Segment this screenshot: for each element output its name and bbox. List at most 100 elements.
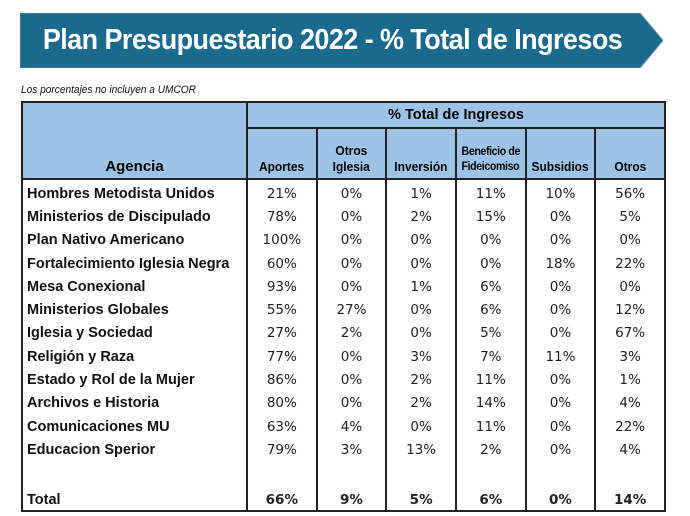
cell-otros: 22%	[615, 418, 646, 435]
cell-otros-iglesia: 0%	[316, 391, 388, 415]
column-header-otros: Otros	[595, 128, 665, 180]
cell-subsidios: 0%	[525, 391, 597, 415]
cell-inversion: 0%	[386, 414, 457, 439]
cell-otros: 1%	[619, 372, 641, 389]
cell-aportes: 27%	[247, 321, 318, 346]
cell-otros-iglesia: 9%	[316, 481, 388, 511]
empty-cell	[316, 461, 388, 482]
page-title: Plan Presupuestario 2022 - % Total de In…	[42, 24, 623, 56]
agency-name: Iglesia y Sociedad	[22, 321, 248, 346]
income-table: Agencia % Total de Ingresos Aportes Otros…	[21, 101, 666, 512]
table-row: Educacion Sperior 79% 3% 13% 2% 0% 4%	[22, 438, 665, 462]
cell-aportes: 79%	[247, 438, 318, 462]
cell-subsidios: 18%	[525, 251, 597, 276]
cell-otros: 4%	[619, 395, 641, 412]
cell-otros: 56%	[615, 185, 646, 202]
cell-otros-iglesia: 2%	[316, 321, 388, 346]
column-header-line: Otros	[335, 143, 368, 158]
cell-inversion: 2%	[386, 391, 457, 415]
cell-beneficio-fideicomiso: 11%	[455, 414, 527, 439]
cell-inversion: 0%	[386, 251, 457, 276]
cell-aportes: 77%	[247, 345, 318, 369]
table-row: Fortalecimiento Iglesia Negra 60% 0% 0% 0% 18…	[22, 251, 665, 276]
agency-name: Plan Nativo Americano	[22, 228, 248, 252]
cell-otros-iglesia: 0%	[316, 275, 388, 299]
cell-subsidios: 11%	[525, 345, 597, 369]
table-row: Iglesia y Sociedad 27% 2% 0% 5% 0% 67%	[22, 321, 665, 346]
table-row: Comunicaciones MU 63% 4% 0% 11% 0% 22%	[22, 414, 665, 439]
cell-aportes: 21%	[247, 179, 318, 206]
cell-inversion: 1%	[386, 179, 457, 206]
cell-otros-iglesia: 27%	[316, 298, 388, 322]
column-header-inversion: Inversión	[386, 128, 457, 180]
cell-beneficio-fideicomiso: 6%	[455, 481, 527, 511]
cell-otros: 12%	[615, 302, 646, 319]
group-header: % Total de Ingresos	[247, 102, 665, 129]
cell-otros-iglesia: 3%	[316, 438, 388, 462]
empty-cell	[455, 461, 527, 482]
cell-otros-iglesia: 0%	[316, 251, 388, 276]
cell-inversion: 2%	[386, 205, 457, 229]
agency-name: Comunicaciones MU	[22, 414, 248, 439]
cell-aportes: 66%	[247, 481, 318, 511]
column-header-line: Aportes	[259, 159, 305, 174]
cell-subsidios: 0%	[525, 414, 597, 439]
table-row: Hombres Metodista Unidos 21% 0% 1% 11% 10% 56%	[22, 179, 665, 206]
column-header-aportes: Aportes	[247, 128, 318, 180]
cell-otros: 14%	[613, 491, 647, 508]
cell-inversion: 3%	[386, 345, 457, 369]
table-row: Plan Nativo Americano 100% 0% 0% 0% 0% 0%	[22, 228, 665, 252]
cell-otros: 0%	[619, 278, 641, 295]
cell-aportes: 86%	[247, 368, 318, 392]
agency-name: Ministerios Globales	[22, 298, 248, 322]
cell-inversion: 1%	[386, 275, 457, 299]
cell-subsidios: 0%	[525, 321, 597, 346]
column-header-line: Inversión	[394, 159, 448, 174]
empty-cell	[386, 461, 457, 482]
agency-name: Religión y Raza	[22, 345, 248, 369]
table-row: Ministerios Globales 55% 27% 0% 6% 0% 12%	[22, 298, 665, 322]
cell-beneficio-fideicomiso: 5%	[455, 321, 527, 346]
cell-inversion: 0%	[386, 298, 457, 322]
cell-otros: 4%	[619, 441, 641, 458]
cell-subsidios: 0%	[525, 481, 597, 511]
cell-beneficio-fideicomiso: 0%	[455, 251, 527, 276]
cell-inversion: 2%	[386, 368, 457, 392]
cell-aportes: 55%	[247, 298, 318, 322]
column-header-line: Fideicomiso	[461, 161, 520, 173]
empty-cell	[247, 461, 318, 482]
cell-otros-iglesia: 0%	[316, 368, 388, 392]
cell-subsidios: 0%	[525, 228, 597, 252]
cell-aportes: 93%	[247, 275, 318, 299]
cell-subsidios: 0%	[525, 368, 597, 392]
cell-beneficio-fideicomiso: 6%	[455, 275, 527, 299]
cell-subsidios: 0%	[525, 298, 597, 322]
cell-otros-iglesia: 0%	[316, 345, 388, 369]
column-header-beneficio-fideicomiso: Beneficio de Fideicomiso	[455, 128, 527, 180]
cell-beneficio-fideicomiso: 2%	[455, 438, 527, 462]
cell-inversion: 0%	[386, 228, 457, 252]
agency-name: Fortalecimiento Iglesia Negra	[22, 251, 248, 276]
cell-subsidios: 10%	[525, 179, 597, 206]
cell-aportes: 78%	[247, 205, 318, 229]
table-row: Estado y Rol de la Mujer 86% 0% 2% 11% 0% 1%	[22, 368, 665, 392]
empty-cell	[22, 461, 248, 482]
cell-inversion: 0%	[386, 321, 457, 346]
agency-name: Total	[22, 481, 248, 511]
table-body: Hombres Metodista Unidos 21% 0% 1% 11% 10% 56%…	[22, 179, 665, 511]
cell-aportes: 60%	[247, 251, 318, 276]
agency-name: Hombres Metodista Unidos	[22, 179, 248, 206]
table-row: Mesa Conexional 93% 0% 1% 6% 0% 0%	[22, 275, 665, 299]
agency-name: Archivos e Historia	[22, 391, 248, 415]
cell-otros: 3%	[619, 348, 641, 365]
cell-aportes: 63%	[247, 414, 318, 439]
cell-beneficio-fideicomiso: 11%	[455, 368, 527, 392]
agency-name: Mesa Conexional	[22, 275, 248, 299]
cell-aportes: 100%	[247, 228, 318, 252]
cell-subsidios: 0%	[525, 275, 597, 299]
cell-inversion: 13%	[386, 438, 457, 462]
empty-cell	[525, 461, 597, 482]
cell-otros-iglesia: 4%	[316, 414, 388, 439]
empty-cell	[595, 462, 665, 482]
column-header-line: Subsidios	[531, 159, 590, 174]
